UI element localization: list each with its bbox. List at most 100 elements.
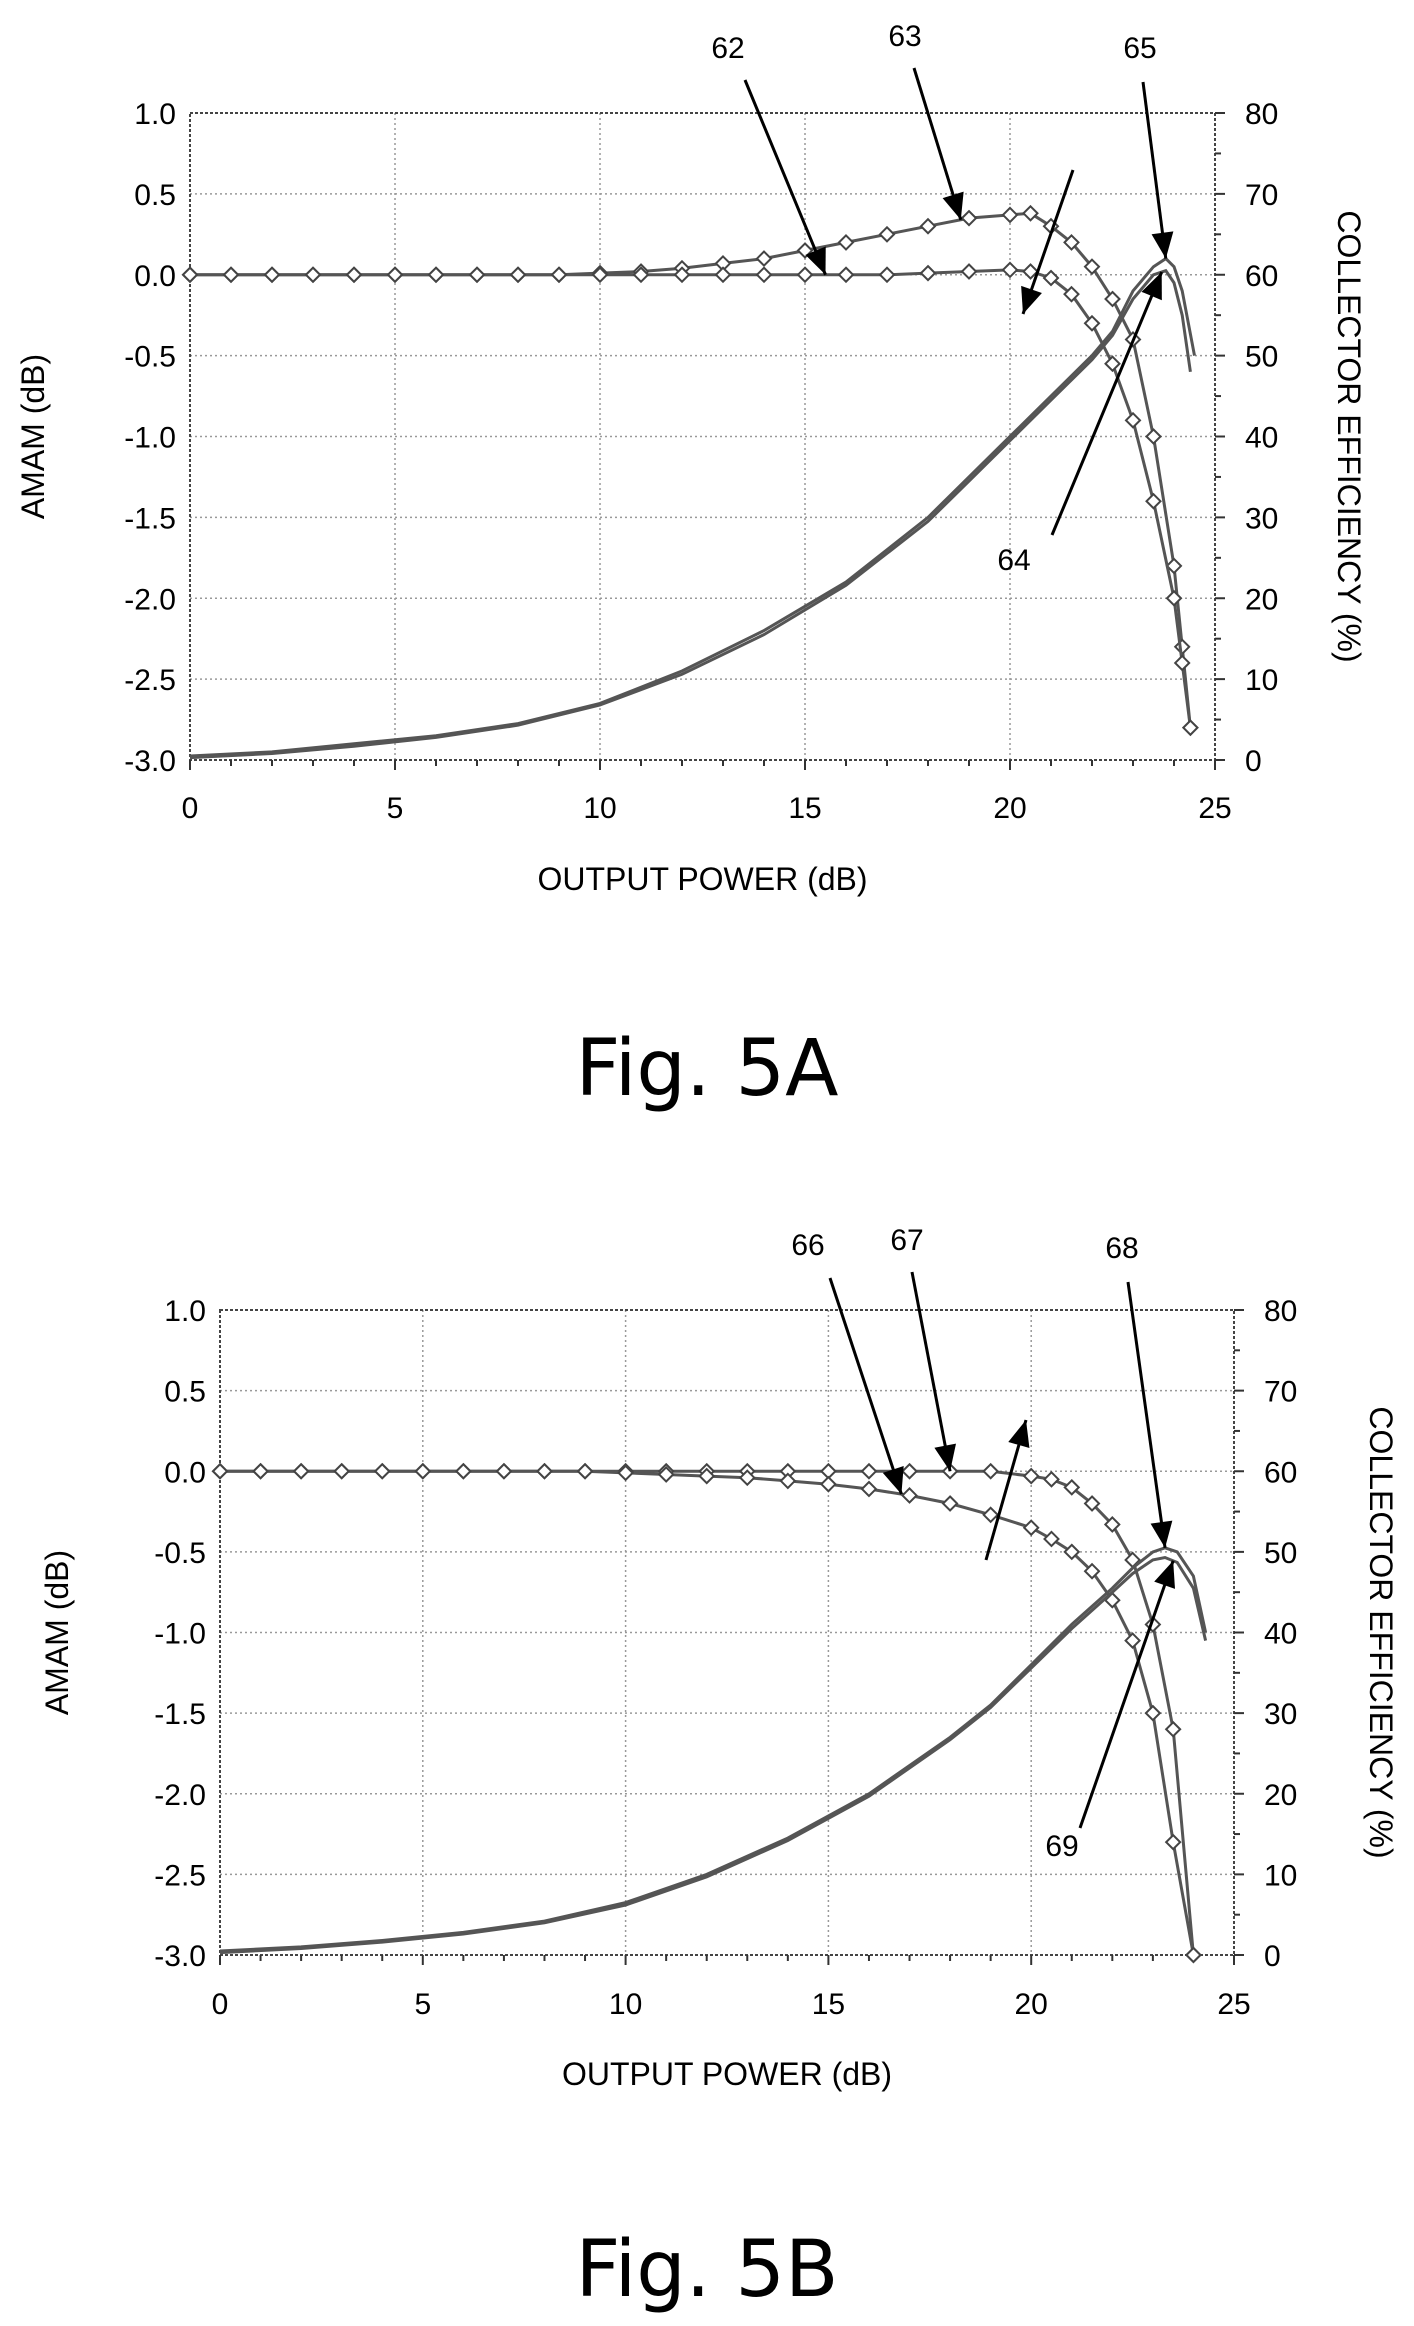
y2-tick-label: 10: [1264, 1859, 1297, 1892]
data-point-marker: [386, 266, 404, 284]
callout-label: 67: [890, 1224, 923, 1257]
series-line: [190, 211, 1192, 728]
data-point-marker: [1022, 204, 1039, 222]
chart-fig-5b: 0 5 10 15 20 25 1.0 0.5 0.0 -0.5 -1.0 -1.5 -2.0 -2.5 -…: [39, 1224, 1399, 2315]
callout-label: 65: [1123, 32, 1156, 65]
data-point-marker: [495, 1462, 513, 1480]
data-point-marker: [1104, 355, 1121, 373]
callout-label: 69: [1045, 1830, 1078, 1863]
series-3: [189, 256, 1196, 758]
y2-tick-label: 20: [1245, 583, 1278, 616]
trend-arrow: [984, 1419, 1030, 1561]
y2-axis-title: COLLECTOR EFFICIENCY (%): [1331, 210, 1367, 662]
x-tick-label: 25: [1217, 1988, 1250, 2021]
y-tick-label: -1.5: [124, 502, 176, 535]
data-point-marker: [454, 1462, 472, 1480]
data-point-marker: [1022, 263, 1039, 280]
data-point-marker: [427, 266, 445, 284]
y2-tick-label: 30: [1264, 1698, 1297, 1731]
plot-frame: [189, 112, 1216, 761]
y2-tick-label: 80: [1264, 1295, 1297, 1328]
callout-arrow-head: [1151, 231, 1174, 259]
y2-tick-label: 70: [1264, 1376, 1297, 1409]
data-point-marker: [617, 1464, 635, 1482]
data-point-marker: [673, 266, 691, 284]
x-axis-title: OUTPUT POWER (dB): [562, 2056, 892, 2092]
data-point-marker: [982, 1462, 1000, 1480]
data-point-marker: [591, 266, 609, 284]
data-point-marker: [1083, 1495, 1101, 1512]
series-line: [219, 1555, 1208, 1955]
data-point-marker: [1001, 206, 1019, 224]
callout-label: 62: [711, 32, 744, 65]
y2-minor-ticks: [1215, 112, 1225, 761]
series-line: [190, 268, 1192, 728]
figure-caption: Fig. 5B: [575, 2225, 838, 2315]
data-point-marker: [211, 1462, 229, 1480]
data-point-marker: [304, 266, 322, 284]
data-point-marker: [1104, 290, 1121, 308]
data-point-marker: [960, 263, 978, 280]
data-point-marker: [901, 1487, 918, 1504]
callout-63: 63: [888, 20, 964, 221]
data-point-marker: [1042, 269, 1060, 287]
y-tick-label: -0.5: [154, 1537, 206, 1570]
y-tick-label: -0.5: [124, 341, 176, 374]
series-4: [219, 1555, 1208, 1955]
trend-arrow-head: [1008, 1420, 1030, 1449]
data-point-marker: [901, 1462, 918, 1480]
y2-tick-label: 80: [1245, 98, 1278, 131]
y2-tick-label: 40: [1264, 1618, 1297, 1651]
data-point-marker: [1083, 314, 1101, 332]
callout-67: 67: [890, 1224, 957, 1472]
y-tick-label: 0.5: [134, 179, 176, 212]
data-point-marker: [1022, 1519, 1040, 1537]
data-point-marker: [1145, 428, 1162, 445]
callout-arrow-head: [805, 246, 826, 275]
data-point-marker: [333, 1462, 351, 1480]
callout-65: 65: [1123, 32, 1174, 259]
x-tick-label: 15: [788, 792, 821, 825]
data-point-marker: [738, 1469, 756, 1487]
x-tick-label: 10: [583, 792, 616, 825]
data-point-marker: [1145, 492, 1162, 510]
y-tick-label: 1.0: [164, 1295, 206, 1328]
x-tick-label: 15: [812, 1988, 845, 2021]
data-point-marker: [1144, 1704, 1162, 1722]
y2-tick-label: 0: [1245, 745, 1262, 778]
series-line: [219, 1546, 1208, 1953]
data-point-marker: [222, 266, 240, 284]
data-point-marker: [509, 266, 527, 284]
data-point-marker: [1083, 1562, 1101, 1580]
data-point-marker: [550, 266, 568, 284]
callout-arrow: [910, 1271, 952, 1472]
data-point-marker: [252, 1462, 269, 1480]
x-tick-label: 5: [387, 792, 404, 825]
y2-minor-ticks: [1234, 1309, 1244, 1956]
data-point-marker: [1164, 1833, 1182, 1851]
callout-69: 69: [1045, 1560, 1175, 1863]
chart-fig-5a: 0 5 10 15 20 25 1.0 0.5 0.0 -0.5 -1.0 -1.5 -2.0 -2.5 -…: [15, 20, 1367, 1114]
data-point-marker: [982, 1506, 1000, 1524]
data-point-marker: [345, 266, 363, 284]
callout-arrow-head: [942, 191, 964, 220]
callout-arrow: [1141, 81, 1168, 259]
callout-arrow-head: [1154, 1560, 1175, 1589]
data-point-marker: [576, 1462, 594, 1480]
trend-arrow-head: [1021, 285, 1042, 314]
y2-tick-label: 40: [1245, 422, 1278, 455]
data-point-marker: [878, 225, 896, 243]
callout-66: 66: [791, 1229, 904, 1495]
y-tick-label: -2.0: [154, 1779, 206, 1812]
trend-arrow: [1021, 169, 1075, 315]
data-point-marker: [1165, 557, 1183, 575]
data-point-marker: [632, 266, 650, 284]
data-point-marker: [657, 1466, 675, 1483]
y-tick-label: -2.0: [124, 583, 176, 616]
x-tick-label: 0: [182, 792, 199, 825]
callout-label: 68: [1105, 1232, 1138, 1265]
data-point-marker: [919, 264, 937, 282]
data-point-marker: [819, 1475, 837, 1493]
y-tick-label: -1.0: [124, 422, 176, 455]
y2-tick-label: 50: [1245, 341, 1278, 374]
